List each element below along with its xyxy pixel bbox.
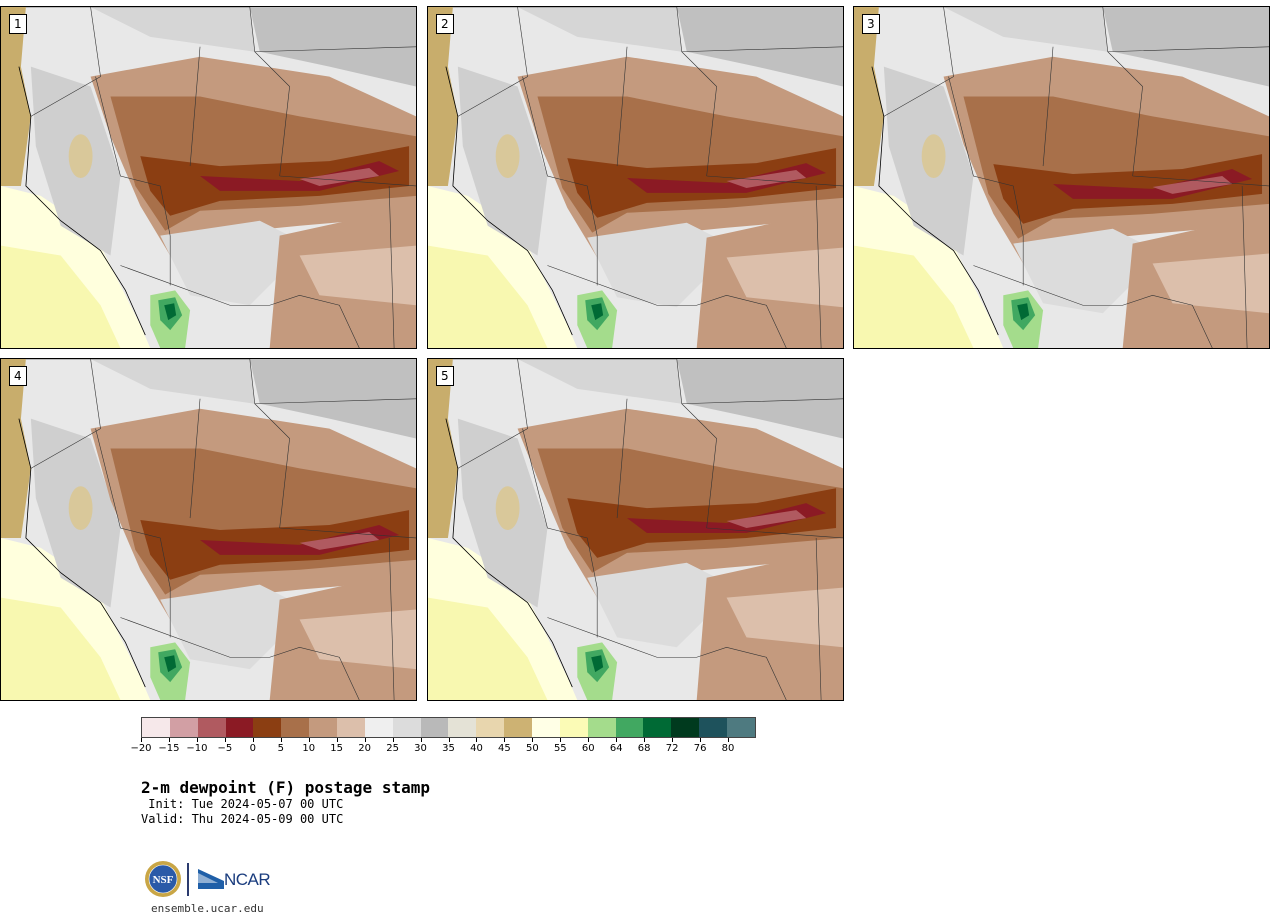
colorbar-tick-label: −20	[130, 743, 152, 754]
colorbar-segment	[671, 718, 700, 737]
colorbar-segment	[727, 718, 755, 737]
colorbar-tick	[168, 738, 170, 742]
colorbar-segment	[197, 718, 226, 737]
colorbar-tick	[560, 738, 562, 742]
colorbar-tick-label: 80	[721, 743, 735, 754]
colorbar-segment	[448, 718, 477, 737]
colorbar-segment	[225, 718, 254, 737]
colorbar-tick-label: −5	[217, 743, 233, 754]
dewpoint-map	[854, 7, 1269, 348]
panel-number-label: 3	[862, 14, 880, 34]
colorbar-tick-label: 20	[358, 743, 371, 754]
colorbar-tick-label: 50	[525, 743, 539, 754]
colorbar-tick-label: 0	[249, 743, 256, 754]
colorbar-tick-label: 76	[693, 743, 707, 754]
colorbar-segment	[309, 718, 338, 737]
colorbar-tick	[728, 738, 730, 742]
colorbar-tick	[672, 738, 674, 742]
colorbar-tick	[364, 738, 366, 742]
colorbar-tick	[336, 738, 338, 742]
colorbar-tick-label: 45	[498, 743, 511, 754]
map-panel-5: 5	[427, 358, 844, 701]
panel-number-label: 4	[9, 366, 27, 386]
colorbar-tick	[700, 738, 702, 742]
valid-time: Valid: Thu 2024-05-09 00 UTC	[141, 812, 344, 826]
colorbar-tick-label: 10	[302, 743, 316, 754]
plot-title: 2-m dewpoint (F) postage stamp	[141, 778, 430, 797]
init-time: Init: Tue 2024-05-07 00 UTC	[141, 797, 344, 811]
colorbar-tick-label: −10	[186, 743, 208, 754]
colorbar-segment	[392, 718, 421, 737]
colorbar-tick	[280, 738, 282, 742]
ncar-mark-icon	[198, 869, 224, 889]
colorbar-tick	[420, 738, 422, 742]
logo-divider	[187, 863, 189, 896]
dewpoint-map	[1, 359, 416, 700]
colorbar-tick	[504, 738, 506, 742]
map-panel-3: 3	[853, 6, 1270, 349]
colorbar-segment	[615, 718, 644, 737]
colorbar-segment	[504, 718, 533, 737]
colorbar	[141, 717, 756, 738]
colorbar-segment	[587, 718, 616, 737]
colorbar-segment	[476, 718, 505, 737]
colorbar-segment	[532, 718, 560, 737]
colorbar-tick-label: −15	[158, 743, 180, 754]
colorbar-tick	[308, 738, 310, 742]
colorbar-tick-label: 25	[386, 743, 399, 754]
colorbar-tick-label: 64	[609, 743, 623, 754]
colorbar-tick-label: 40	[470, 743, 483, 754]
logo-area: NSF NCAR	[144, 860, 274, 900]
colorbar-segment	[643, 718, 672, 737]
colorbar-tick	[588, 738, 590, 742]
colorbar-tick	[392, 738, 394, 742]
map-panel-1: 1	[0, 6, 417, 349]
colorbar-tick	[141, 738, 142, 742]
colorbar-tick-label: 55	[553, 743, 567, 754]
colorbar-segment	[281, 718, 310, 737]
colorbar-tick	[448, 738, 450, 742]
site-url: ensemble.ucar.edu	[151, 902, 264, 915]
colorbar-segment	[169, 718, 198, 737]
colorbar-tick	[476, 738, 478, 742]
colorbar-tick	[252, 738, 254, 742]
colorbar-tick-label: 68	[637, 743, 651, 754]
colorbar-tick-label: 60	[581, 743, 595, 754]
nsf-logo-text: NSF	[153, 874, 174, 886]
colorbar-tick-label: 35	[442, 743, 455, 754]
colorbar-tick	[532, 738, 534, 742]
dewpoint-map	[428, 7, 843, 348]
colorbar-tick	[644, 738, 646, 742]
colorbar-segment	[364, 718, 393, 737]
colorbar-tick-label: 72	[665, 743, 679, 754]
map-panel-4: 4	[0, 358, 417, 701]
colorbar-segment	[253, 718, 282, 737]
dewpoint-map	[1, 7, 416, 348]
map-panel-2: 2	[427, 6, 844, 349]
colorbar-segment	[559, 718, 588, 737]
colorbar-segment	[420, 718, 449, 737]
panel-number-label: 5	[436, 366, 454, 386]
dewpoint-map	[428, 359, 843, 700]
ncar-logo-text: NCAR	[224, 870, 271, 889]
colorbar-segment	[337, 718, 365, 737]
panel-number-label: 1	[9, 14, 27, 34]
colorbar-tick-label: 15	[330, 743, 344, 754]
colorbar-tick-label: 30	[414, 743, 427, 754]
colorbar-segment	[699, 718, 728, 737]
panel-number-label: 2	[436, 14, 454, 34]
colorbar-segment	[142, 718, 170, 737]
colorbar-tick	[224, 738, 226, 742]
colorbar-tick-label: 5	[277, 743, 284, 754]
nsf-logo: NSF	[145, 861, 181, 897]
colorbar-tick	[196, 738, 198, 742]
colorbar-ticks: −20 −15 −10 −5 0 5 10 15 20 25 30 35 40 45 50 55 60 64 68 7…	[130, 738, 756, 758]
colorbar-tick	[616, 738, 618, 742]
